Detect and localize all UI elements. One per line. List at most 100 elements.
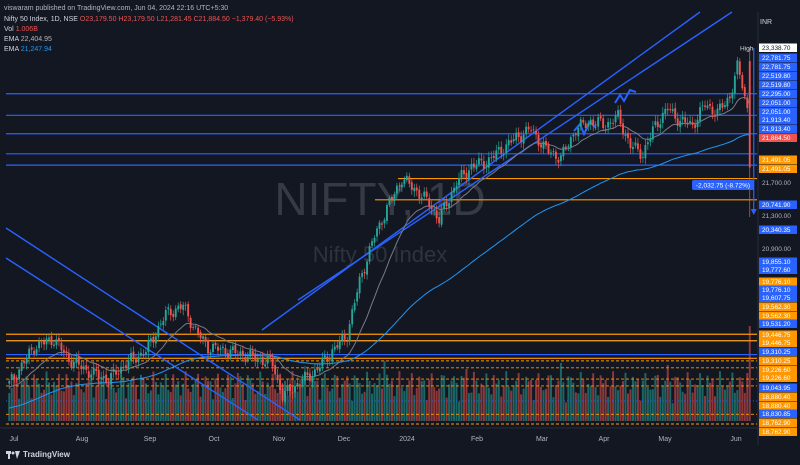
candle-body (251, 350, 254, 355)
ema-fast-line (8, 96, 751, 388)
price-label-box (759, 71, 797, 80)
price-label-box (759, 115, 797, 124)
candle-body (167, 307, 170, 310)
price-label-box (759, 319, 797, 328)
candle-body (641, 156, 644, 158)
candle-body (495, 150, 498, 160)
volume-bar (733, 392, 736, 421)
tradingview-brand[interactable]: TradingView (6, 450, 70, 459)
currency-label[interactable]: INR (760, 19, 773, 26)
price-axis[interactable]: 21,700.0021,300.0020,900.0020,500.0020,1… (740, 12, 797, 445)
candle-body (582, 119, 585, 123)
volume-bar (408, 380, 411, 421)
candle-body (557, 159, 560, 163)
volume-bar (731, 372, 734, 421)
volume-bar (607, 396, 610, 421)
volume-bar (587, 384, 590, 421)
candle-body (438, 217, 441, 224)
volume-bar (619, 385, 622, 421)
candle-body (609, 122, 612, 124)
candle-body (110, 373, 113, 385)
candle-body (199, 332, 202, 339)
volume-bar (318, 399, 321, 421)
candle-body (122, 366, 125, 369)
price-label-text: 19,607.75 (762, 295, 791, 302)
candle-body (107, 383, 110, 385)
measure-box (692, 180, 754, 190)
candle-body (100, 377, 103, 380)
volume-bar (455, 382, 458, 421)
candle-body (95, 368, 98, 372)
price-label-text: 19,043.95 (762, 385, 791, 392)
candle-body (694, 124, 697, 128)
volume-bar (443, 375, 446, 421)
price-label-text: 22,519.80 (762, 82, 791, 89)
volume-bar (440, 375, 443, 421)
candle-body (577, 128, 580, 137)
candle-body (559, 155, 562, 162)
candle-body (174, 308, 177, 318)
volume-legend[interactable]: Vol 1.006B (4, 25, 38, 34)
candle-body (542, 141, 545, 149)
x-tick-label: Jun (730, 436, 741, 443)
candle-body (661, 112, 664, 123)
volume-bar (540, 387, 543, 421)
candle-body (159, 323, 162, 325)
price-label-box (759, 383, 797, 392)
volume-bar (433, 387, 436, 421)
volume-bar (649, 389, 652, 421)
price-label-box (759, 392, 797, 401)
volume-bar (187, 388, 190, 421)
volume-bar (85, 384, 88, 421)
volume-bar (646, 386, 649, 421)
candle-body (746, 97, 749, 108)
candle-body (465, 172, 468, 178)
candle-body (15, 377, 18, 380)
x-tick-label: Sep (144, 436, 157, 443)
volume-bar (537, 373, 540, 421)
candle-body (149, 338, 152, 342)
candle-body (671, 109, 674, 112)
volume-bar (664, 380, 667, 421)
volume-bar (599, 375, 602, 421)
candle-body (373, 237, 376, 243)
candle-body (147, 339, 150, 353)
volume-bar (746, 373, 749, 421)
volume-bar (686, 372, 689, 421)
volume-bar (453, 376, 456, 421)
volume-bar (549, 375, 552, 421)
candle-body (527, 126, 530, 130)
volume-bar (525, 376, 528, 421)
candle-body (276, 374, 279, 379)
candle-body (550, 152, 552, 155)
ema-fast-legend[interactable]: EMA 22,404.95 (4, 35, 52, 44)
volume-bar (107, 377, 110, 421)
candle-body (515, 132, 518, 141)
volume-bar (413, 395, 416, 421)
volume-bar (661, 385, 664, 421)
volume-bar (579, 372, 582, 421)
candle-body (85, 365, 88, 370)
volume-bar (147, 393, 150, 421)
volume-bar (706, 375, 709, 421)
volume-bar (669, 381, 672, 421)
volume-bar (294, 387, 297, 421)
ema-slow-legend[interactable]: EMA 21,247.94 (4, 45, 52, 54)
volume-bar (244, 399, 247, 421)
candle-body (363, 271, 366, 274)
price-label-box (759, 285, 797, 294)
candle-body (82, 366, 85, 370)
volume-bar (115, 392, 118, 421)
volume-bar (681, 391, 684, 421)
candle-body (296, 383, 299, 386)
volume-bar (644, 373, 647, 421)
candle-body (530, 130, 533, 132)
candle-body (475, 165, 478, 169)
volume-bar (328, 391, 331, 421)
candle-body (13, 375, 16, 379)
symbol-title[interactable]: Nifty 50 Index, 1D, NSE (4, 16, 78, 23)
volume-bar (689, 379, 692, 421)
candle-body (274, 365, 277, 375)
volume-bar (298, 384, 301, 421)
